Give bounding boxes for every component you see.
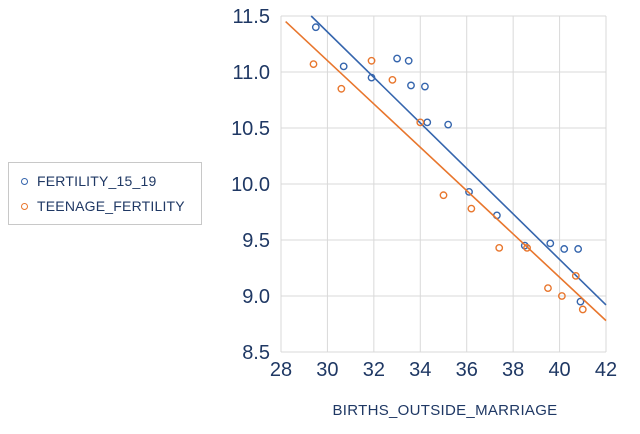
data-point — [467, 204, 476, 213]
data-point — [520, 241, 529, 250]
data-point — [576, 297, 585, 306]
y-tick-label: 9.0 — [242, 286, 270, 308]
legend: FERTILITY_15_19 TEENAGE_FERTILITY — [8, 162, 202, 225]
data-point — [339, 62, 348, 71]
data-point — [574, 245, 583, 253]
data-point — [557, 292, 566, 300]
legend-label: FERTILITY_15_19 — [37, 173, 157, 189]
legend-item-fertility-15-19: FERTILITY_15_19 — [21, 173, 185, 189]
x-tick-label: 34 — [409, 359, 431, 381]
data-point — [388, 75, 397, 84]
x-axis-title: BIRTHS_OUTSIDE_MARRIAGE — [332, 402, 558, 419]
data-point — [421, 82, 429, 91]
data-point — [544, 284, 552, 293]
x-tick-label: 30 — [316, 359, 338, 381]
data-point — [495, 243, 504, 252]
data-point — [465, 187, 473, 196]
data-point — [423, 118, 432, 127]
data-point — [523, 243, 531, 252]
y-tick-label: 11.5 — [233, 6, 270, 28]
trendline — [285, 21, 607, 322]
legend-item-teenage-fertility: TEENAGE_FERTILITY — [21, 198, 185, 214]
data-point — [367, 56, 376, 65]
data-point — [311, 23, 320, 32]
data-point — [404, 56, 413, 65]
x-tick-label: 32 — [363, 359, 385, 381]
y-tick-label: 9.5 — [242, 230, 270, 252]
data-point — [546, 239, 555, 248]
trendline — [310, 15, 607, 306]
x-tick-label: 42 — [595, 359, 617, 381]
data-point — [578, 305, 587, 314]
data-point — [439, 191, 448, 200]
x-tick-label: 38 — [502, 359, 524, 381]
data-point — [337, 84, 346, 93]
data-point — [407, 81, 415, 90]
y-tick-label: 10.5 — [231, 118, 270, 140]
x-tick-label: 40 — [548, 359, 570, 381]
data-point — [367, 73, 376, 82]
legend-marker-circle-icon — [21, 177, 28, 185]
data-point — [309, 60, 318, 69]
legend-marker-circle-icon — [21, 202, 28, 210]
y-tick-label: 11.0 — [233, 62, 270, 84]
y-tick-label: 10.0 — [231, 174, 270, 196]
data-point — [444, 120, 453, 129]
y-tick-label: 8.5 — [242, 342, 270, 364]
data-point — [560, 245, 569, 253]
x-tick-label: 36 — [456, 359, 478, 381]
legend-label: TEENAGE_FERTILITY — [37, 198, 185, 214]
data-point — [571, 271, 580, 280]
x-tick-label: 28 — [270, 359, 292, 381]
data-point — [416, 118, 425, 127]
data-point — [393, 54, 401, 63]
